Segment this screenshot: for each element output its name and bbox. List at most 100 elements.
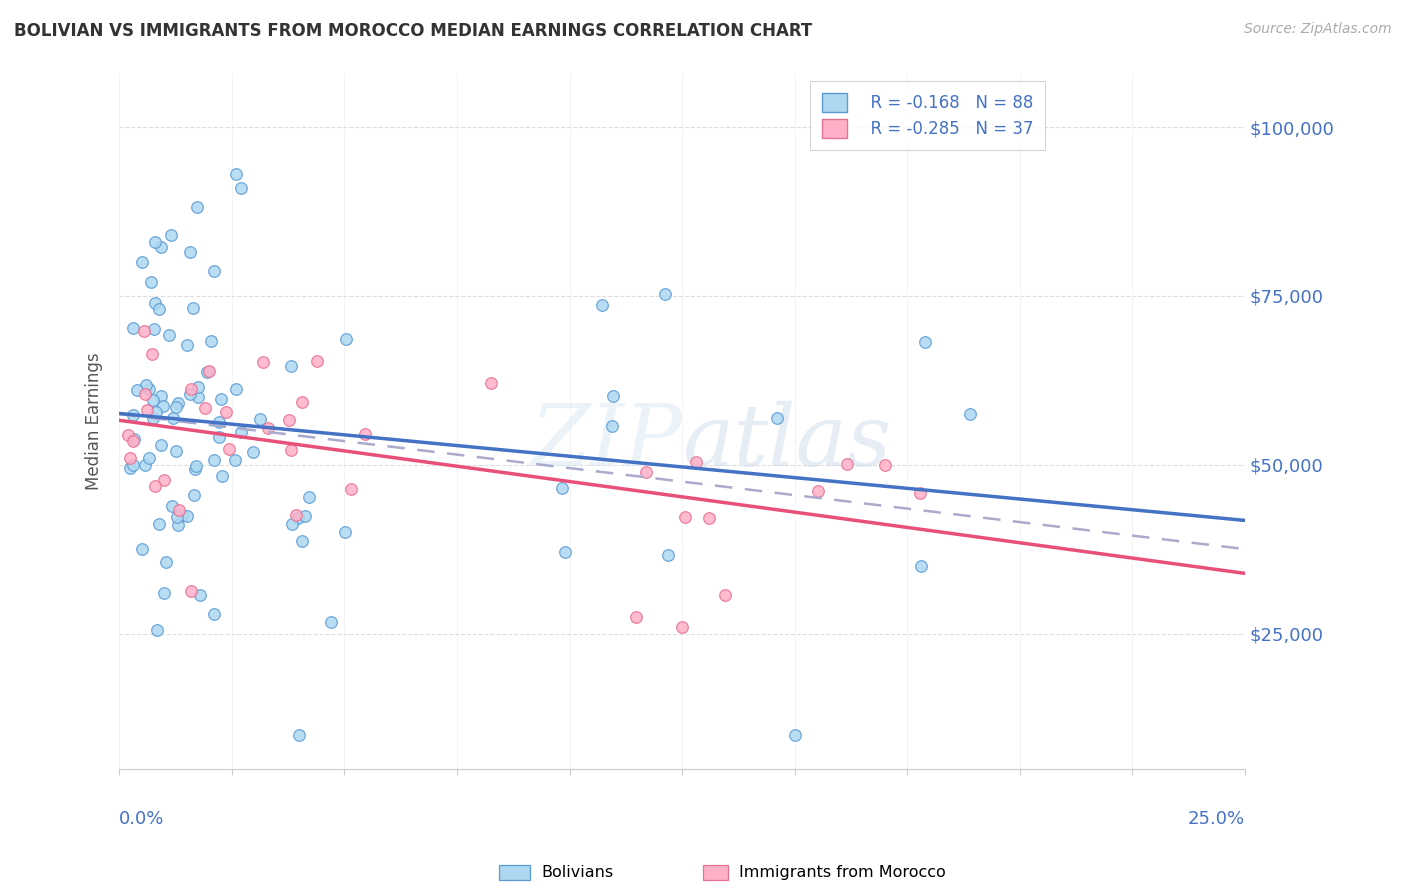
Point bbox=[179, 387, 201, 401]
Point bbox=[280, 359, 302, 373]
Point bbox=[165, 401, 187, 415]
Point bbox=[118, 461, 141, 475]
Text: ZIP: ZIP bbox=[530, 401, 682, 483]
Point bbox=[225, 382, 247, 396]
Point bbox=[135, 403, 157, 417]
Point bbox=[591, 298, 613, 312]
Point bbox=[208, 430, 231, 444]
Point bbox=[134, 324, 156, 338]
Text: atlas: atlas bbox=[682, 401, 891, 483]
Point bbox=[170, 508, 193, 522]
Point bbox=[143, 322, 166, 336]
Point bbox=[143, 235, 166, 249]
Point bbox=[135, 378, 157, 392]
Point bbox=[224, 452, 246, 467]
Point bbox=[671, 620, 693, 634]
Text: BOLIVIAN VS IMMIGRANTS FROM MOROCCO MEDIAN EARNINGS CORRELATION CHART: BOLIVIAN VS IMMIGRANTS FROM MOROCCO MEDI… bbox=[14, 22, 813, 40]
Point bbox=[249, 412, 271, 426]
Point bbox=[152, 399, 174, 413]
Text: 25.0%: 25.0% bbox=[1188, 811, 1246, 829]
Point bbox=[685, 455, 707, 469]
Point bbox=[291, 533, 314, 548]
Point bbox=[176, 508, 198, 523]
Point bbox=[910, 559, 932, 574]
Point bbox=[252, 355, 274, 369]
Point bbox=[551, 481, 574, 495]
Point bbox=[229, 425, 252, 439]
Point bbox=[188, 588, 211, 602]
Point bbox=[134, 458, 156, 472]
Point bbox=[294, 508, 316, 523]
Point bbox=[148, 517, 170, 532]
Point bbox=[145, 623, 167, 637]
Point bbox=[153, 586, 176, 600]
Point bbox=[143, 295, 166, 310]
Point bbox=[298, 490, 321, 504]
Point bbox=[125, 384, 148, 398]
Text: 0.0%: 0.0% bbox=[120, 811, 165, 829]
Point bbox=[139, 276, 162, 290]
Point bbox=[138, 450, 160, 465]
Point bbox=[600, 419, 623, 434]
Point bbox=[914, 335, 936, 350]
Point bbox=[307, 354, 329, 368]
Point bbox=[321, 615, 343, 630]
Point bbox=[149, 389, 172, 403]
Point bbox=[153, 473, 176, 487]
Point bbox=[624, 609, 647, 624]
Point bbox=[143, 479, 166, 493]
Point bbox=[291, 395, 314, 409]
Point bbox=[200, 334, 222, 349]
Point bbox=[145, 404, 167, 418]
Point bbox=[176, 337, 198, 351]
Point bbox=[122, 432, 145, 446]
Point bbox=[806, 484, 828, 499]
Point bbox=[184, 462, 207, 476]
Point bbox=[202, 264, 225, 278]
Point bbox=[218, 442, 240, 456]
Point bbox=[766, 411, 789, 425]
Point bbox=[202, 453, 225, 467]
Point bbox=[873, 458, 896, 472]
Point bbox=[122, 434, 145, 448]
Point bbox=[122, 458, 145, 472]
Point bbox=[187, 390, 209, 404]
Point bbox=[166, 395, 188, 409]
Point bbox=[138, 382, 160, 396]
Point bbox=[202, 607, 225, 621]
Legend:   R = -0.168   N = 88,   R = -0.285   N = 37: R = -0.168 N = 88, R = -0.285 N = 37 bbox=[810, 81, 1045, 150]
Point bbox=[165, 444, 187, 458]
Point bbox=[180, 583, 202, 598]
Point bbox=[959, 408, 981, 422]
Point bbox=[160, 499, 183, 513]
Point bbox=[194, 401, 217, 415]
Point bbox=[134, 387, 156, 401]
Point bbox=[280, 442, 302, 457]
Point bbox=[335, 332, 357, 346]
Point bbox=[120, 451, 142, 466]
Text: Immigrants from Morocco: Immigrants from Morocco bbox=[740, 865, 946, 880]
Point bbox=[908, 485, 931, 500]
Point bbox=[208, 415, 231, 429]
Text: Bolivians: Bolivians bbox=[541, 865, 613, 880]
Point bbox=[257, 421, 280, 435]
Point bbox=[131, 255, 153, 269]
Point bbox=[215, 405, 238, 419]
Point bbox=[179, 245, 201, 260]
Point bbox=[160, 227, 183, 242]
Point bbox=[117, 427, 139, 442]
Point bbox=[287, 511, 309, 525]
Point bbox=[142, 411, 165, 425]
Y-axis label: Median Earnings: Median Earnings bbox=[86, 352, 103, 490]
Point bbox=[713, 588, 735, 602]
Point bbox=[242, 445, 264, 459]
Point bbox=[180, 383, 202, 397]
Point bbox=[198, 363, 221, 377]
Point bbox=[195, 365, 218, 379]
Point bbox=[288, 728, 311, 742]
Point bbox=[602, 389, 624, 403]
Point bbox=[142, 392, 165, 407]
Point bbox=[162, 410, 184, 425]
Point bbox=[157, 327, 180, 342]
Point bbox=[209, 392, 232, 407]
